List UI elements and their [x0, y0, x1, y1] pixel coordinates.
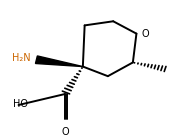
Text: HO: HO	[13, 99, 28, 109]
Polygon shape	[35, 56, 83, 66]
Text: O: O	[142, 29, 149, 39]
Text: O: O	[61, 127, 69, 137]
Text: H₂N: H₂N	[12, 53, 31, 63]
